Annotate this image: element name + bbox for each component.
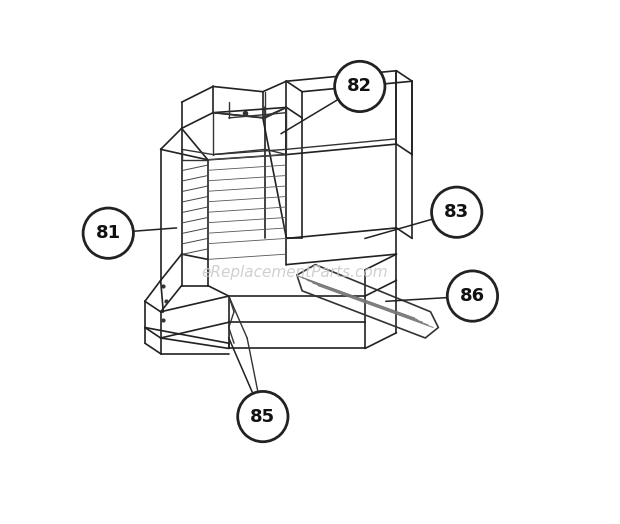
Text: 81: 81 (95, 224, 121, 242)
Circle shape (83, 208, 133, 258)
Text: 86: 86 (460, 287, 485, 305)
Text: 85: 85 (250, 408, 275, 425)
Circle shape (237, 391, 288, 442)
Circle shape (432, 187, 482, 237)
Circle shape (335, 61, 385, 112)
Text: 83: 83 (444, 203, 469, 221)
Circle shape (447, 271, 498, 321)
Text: eReplacementParts.com: eReplacementParts.com (201, 265, 388, 280)
Text: 82: 82 (347, 78, 373, 95)
